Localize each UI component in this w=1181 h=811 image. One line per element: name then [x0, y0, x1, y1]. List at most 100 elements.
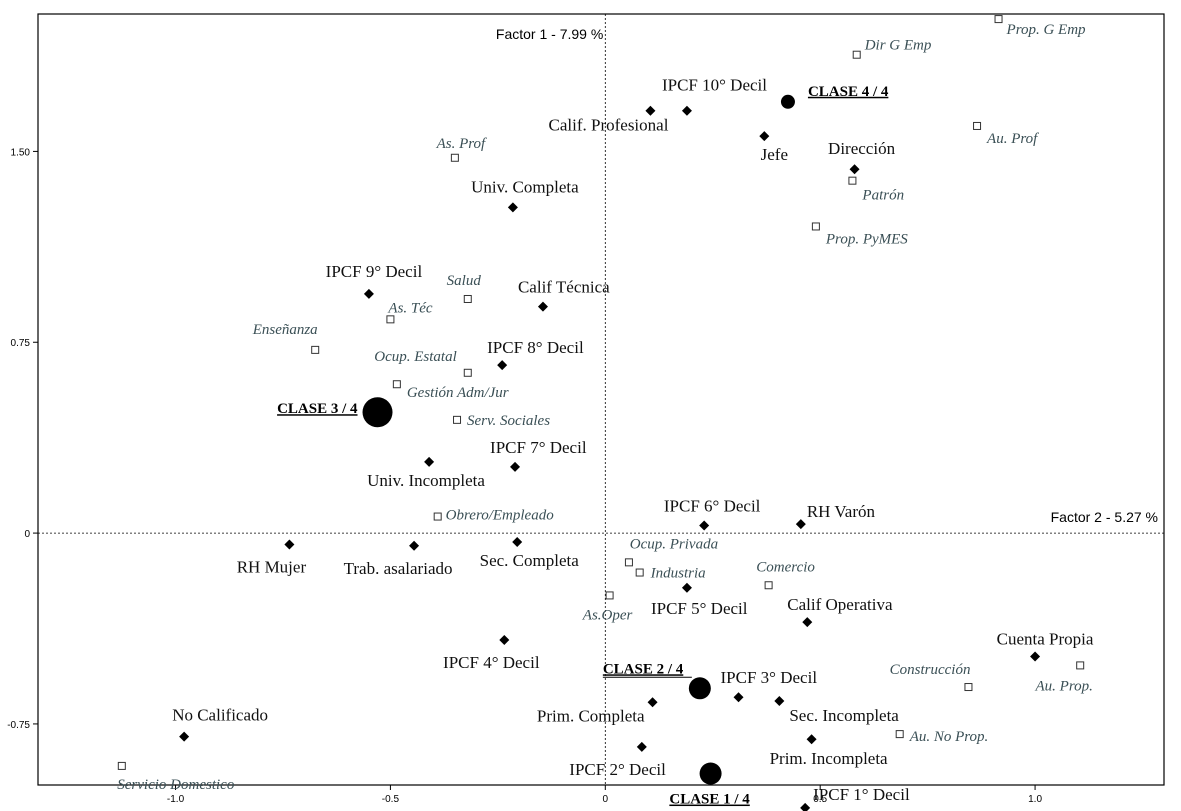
active-marker-ipcf-4-decil: [499, 634, 510, 645]
active-marker-trab-asalariado: [409, 540, 420, 551]
active-label-ipcf-4-decil: IPCF 4° Decil: [443, 653, 540, 672]
class-marker-clase-4-4: [780, 94, 795, 109]
sup-marker-ensenanza: [311, 345, 320, 354]
active-label-cuenta-propia: Cuenta Propia: [997, 630, 1094, 649]
sup-marker-industria: [635, 568, 644, 577]
sup-marker-comercio: [764, 581, 773, 590]
active-marker-direccion: [849, 164, 860, 175]
active-marker-univ-completa: [507, 202, 518, 213]
sup-label-dir-g-emp: Dir G Emp: [864, 38, 932, 54]
active-label-ipcf-6-decil: IPCF 6° Decil: [664, 496, 761, 515]
sup-label-ocup-privada: Ocup. Privada: [630, 536, 718, 552]
active-marker-rh-mujer: [284, 539, 295, 550]
sup-label-construccion: Construcción: [890, 662, 971, 678]
sup-label-ensenanza: Enseñanza: [252, 322, 318, 338]
sup-marker-au-no-prop: [895, 730, 904, 739]
sup-marker-obrero-empleado: [433, 512, 442, 521]
sup-marker-gestion-adm-jur: [392, 380, 401, 389]
active-marker-ipcf-7-decil: [510, 461, 521, 472]
active-marker-prim-incompleta: [806, 734, 817, 745]
sup-marker-construccion: [964, 683, 973, 692]
sup-label-obrero-empleado: Obrero/Empleado: [446, 508, 555, 524]
active-marker-ipcf-5-decil: [681, 582, 692, 593]
sup-marker-as-tec: [386, 315, 395, 324]
sup-marker-prop-pymes: [811, 222, 820, 231]
sup-label-ocup-estatal: Ocup. Estatal: [374, 349, 457, 365]
factor-1-label: Factor 1 - 7.99 %: [496, 26, 603, 42]
sup-label-comercio: Comercio: [756, 559, 815, 575]
active-marker-calif-tecnica: [537, 301, 548, 312]
x-tick-label: 1.0: [1028, 794, 1042, 805]
active-label-sec-completa: Sec. Completa: [480, 551, 580, 570]
active-label-jefe: Jefe: [761, 145, 788, 164]
y-tick-label: -0.75: [7, 720, 30, 731]
sup-marker-ocup-privada: [624, 558, 633, 567]
sup-label-prop-g-emp: Prop. G Emp: [1006, 22, 1087, 38]
active-marker-univ-incompleta: [424, 456, 435, 467]
active-marker-rh-varon: [795, 519, 806, 530]
active-label-ipcf-10-decil: IPCF 10° Decil: [662, 76, 767, 95]
sup-label-as-tec: As. Téc: [387, 300, 433, 316]
active-marker-cuenta-propia: [1030, 651, 1041, 662]
active-marker-ipcf-9-decil: [363, 288, 374, 299]
sup-label-au-no-prop: Au. No Prop.: [909, 729, 989, 745]
class-label-clase-4-4: CLASE 4 / 4: [808, 84, 889, 100]
active-label-prim-incompleta: Prim. Incompleta: [770, 749, 888, 768]
class-marker-clase-1-4: [699, 762, 722, 785]
sup-marker-au-prop: [1076, 661, 1085, 670]
sup-marker-ocup-estatal: [463, 368, 472, 377]
y-tick-label: 1.50: [11, 147, 31, 158]
class-label-clase-3-4: CLASE 3 / 4: [277, 401, 358, 417]
active-marker-no-calificado: [179, 731, 190, 742]
active-label-univ-completa: Univ. Completa: [471, 177, 579, 196]
active-label-prim-completa: Prim. Completa: [537, 706, 645, 725]
active-label-rh-varon: RH Varón: [807, 502, 876, 521]
active-marker-ipcf-1-decil: [800, 802, 811, 811]
active-label-direccion: Dirección: [828, 139, 896, 158]
sup-marker-as-oper: [605, 591, 614, 600]
active-label-ipcf-9-decil: IPCF 9° Decil: [326, 262, 423, 281]
active-label-calif-operativa: Calif Operativa: [787, 595, 893, 614]
active-label-ipcf-2-decil: IPCF 2° Decil: [569, 760, 666, 779]
sup-label-patron: Patrón: [861, 188, 904, 204]
active-marker-ipcf-3-decil: [733, 692, 744, 703]
active-marker-ipcf-6-decil: [699, 520, 710, 531]
active-marker-sec-incompleta: [774, 696, 785, 707]
active-label-ipcf-1-decil: IPCF 1° Decil: [813, 785, 910, 804]
sup-marker-as-prof: [450, 153, 459, 162]
active-label-ipcf-7-decil: IPCF 7° Decil: [490, 438, 587, 457]
class-points: CLASE 4 / 4 CLASE 3 / 4 CLASE 2 / 4 CLASE 1…: [277, 84, 889, 808]
sup-label-au-prof: Au. Prof: [986, 131, 1039, 147]
sup-marker-salud: [463, 294, 472, 303]
active-marker-prim-completa: [647, 697, 658, 708]
sup-label-au-prop: Au. Prop.: [1035, 678, 1093, 694]
active-label-ipcf-5-decil: IPCF 5° Decil: [651, 599, 748, 618]
class-marker-clase-2-4: [688, 677, 711, 700]
x-tick-label: -1.0: [167, 794, 185, 805]
sup-marker-serv-sociales: [453, 415, 462, 424]
active-label-calif-tecnica: Calif Técnica: [518, 278, 610, 297]
class-marker-clase-3-4: [362, 397, 393, 428]
sup-marker-patron: [848, 176, 857, 185]
sup-label-prop-pymes: Prop. PyMES: [825, 231, 908, 247]
sup-marker-servicio-domestico: [117, 761, 126, 770]
active-marker-ipcf-8-decil: [497, 360, 508, 371]
sup-label-serv-sociales: Serv. Sociales: [467, 413, 550, 429]
axes: [38, 14, 1164, 785]
supplementary-points: Prop. G Emp Dir G Emp Au. Prof As. Prof Patr…: [117, 15, 1093, 793]
active-marker-calif-operativa: [802, 617, 813, 628]
ticks: -1.0 -0.5 0 0.5 1.0 1.50 0.75 0 -0.75: [7, 147, 1042, 805]
active-marker-calif-profesional: [645, 105, 656, 116]
active-marker-ipcf-10-decil: [681, 105, 692, 116]
active-marker-sec-completa: [512, 536, 523, 547]
x-tick-label: 0: [603, 794, 609, 805]
sup-marker-au-prof: [973, 121, 982, 130]
active-label-no-calificado: No Calificado: [172, 706, 268, 725]
active-label-trab-asalariado: Trab. asalariado: [344, 559, 453, 578]
sup-label-industria: Industria: [650, 566, 706, 582]
sup-marker-prop-g-emp: [994, 15, 1003, 24]
y-tick-label: 0: [24, 529, 30, 540]
active-label-ipcf-3-decil: IPCF 3° Decil: [721, 668, 818, 687]
class-label-clase-1-4: CLASE 1 / 4: [669, 792, 750, 808]
